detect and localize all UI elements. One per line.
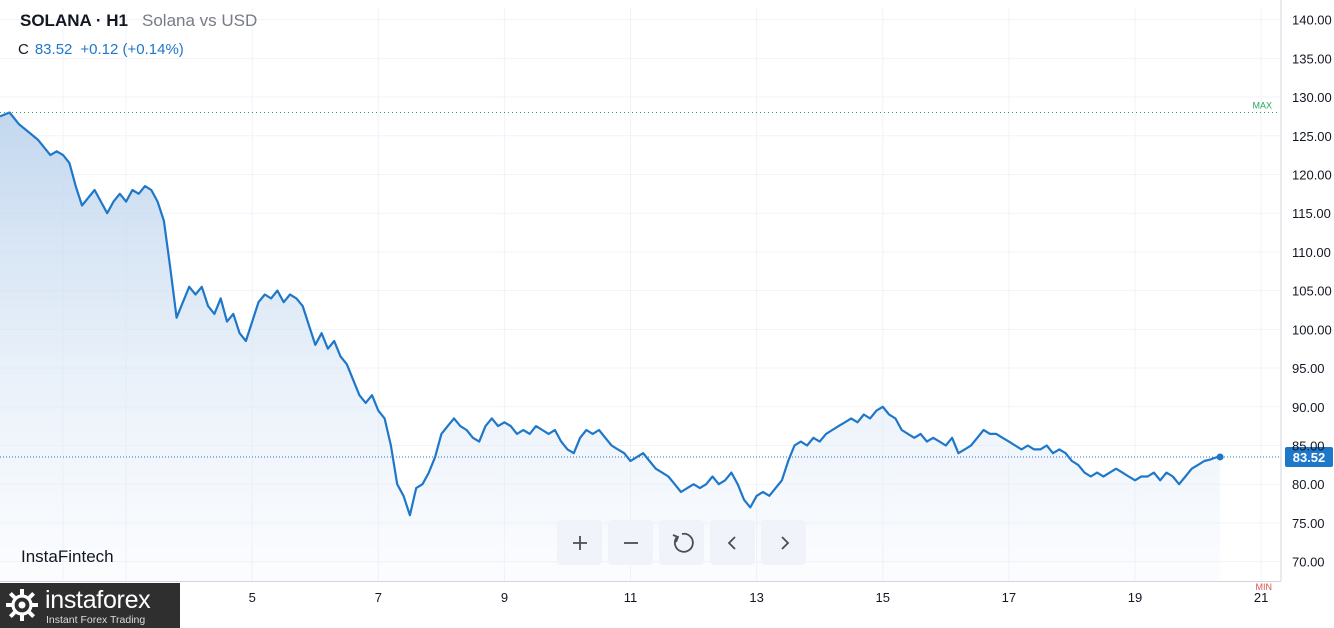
scroll-right-button[interactable] <box>761 520 806 565</box>
pair-name: Solana vs USD <box>142 11 258 30</box>
x-tick-label: 9 <box>501 590 508 605</box>
x-tick-label: 17 <box>1002 590 1016 605</box>
y-tick-label: 125.00 <box>1292 129 1332 144</box>
y-tick-label: 135.00 <box>1292 51 1332 66</box>
y-tick-label: 75.00 <box>1292 516 1325 531</box>
symbol-label: SOLANA · H1 <box>20 11 128 30</box>
x-tick-label: 11 <box>624 590 638 605</box>
close-label: C <box>18 41 29 58</box>
price-line-series <box>0 111 1221 517</box>
x-tick-label: 21 <box>1254 590 1268 605</box>
last-price-badge-label: 83.52 <box>1293 450 1326 465</box>
y-tick-label: 110.00 <box>1292 245 1331 260</box>
x-axis: 1 февр.3579111315171921 <box>0 581 1281 605</box>
instafintech-watermark: InstaFintech <box>21 547 114 566</box>
min-label: MIN <box>1256 582 1273 592</box>
y-tick-label: 95.00 <box>1292 361 1325 376</box>
reference-lines: MAX MIN 83.52 <box>0 101 1333 592</box>
plus-icon <box>572 535 587 550</box>
x-tick-label: 15 <box>876 590 890 605</box>
y-axis: 70.00 75.00 80.00 85.00 90.00 95.00 100.00 105.… <box>1280 0 1332 581</box>
chart-title: SOLANA · H1 Solana vs USD <box>20 11 257 31</box>
price-area-fill <box>0 112 1221 581</box>
x-tick-label: 5 <box>249 590 256 605</box>
change-value: +0.12 (+0.14%) <box>80 41 184 58</box>
x-tick-label: 19 <box>1128 590 1142 605</box>
reset-icon <box>672 532 694 553</box>
chevron-right-icon <box>780 535 789 550</box>
zoom-out-button[interactable] <box>608 520 653 565</box>
y-tick-label: 120.00 <box>1292 167 1332 182</box>
last-price-badge <box>1285 446 1333 467</box>
reset-chart-button[interactable] <box>659 520 704 565</box>
last-price-marker <box>1216 453 1224 461</box>
logo-tagline: Instant Forex Trading <box>46 614 146 626</box>
minus-icon <box>623 541 638 544</box>
y-tick-label: 85.00 <box>1292 438 1325 453</box>
chart-navigation-bar <box>557 520 806 565</box>
y-tick-label: 80.00 <box>1292 477 1325 492</box>
max-label: MAX <box>1252 101 1272 111</box>
y-tick-label: 70.00 <box>1292 555 1325 570</box>
close-value: 83.52 <box>34 41 73 58</box>
x-tick-label: 13 <box>749 590 763 605</box>
chevron-left-icon <box>727 535 736 550</box>
zoom-in-button[interactable] <box>557 520 602 565</box>
instaforex-logo: instaforex Instant Forex Trading <box>0 583 180 628</box>
logo-wordmark: instaforex <box>45 586 151 614</box>
y-tick-label: 100.00 <box>1292 322 1332 337</box>
y-tick-label: 130.00 <box>1292 90 1332 105</box>
x-tick-label: 7 <box>375 590 382 605</box>
y-tick-label: 90.00 <box>1292 400 1325 415</box>
scroll-left-button[interactable] <box>710 520 755 565</box>
y-tick-label: 105.00 <box>1292 284 1332 299</box>
ohlc-readout: C 83.52 +0.12 (+0.14%) <box>18 41 184 58</box>
instaforex-logo-icon <box>6 589 38 621</box>
y-tick-label: 115.00 <box>1292 206 1331 221</box>
y-tick-label: 140.00 <box>1292 13 1332 28</box>
